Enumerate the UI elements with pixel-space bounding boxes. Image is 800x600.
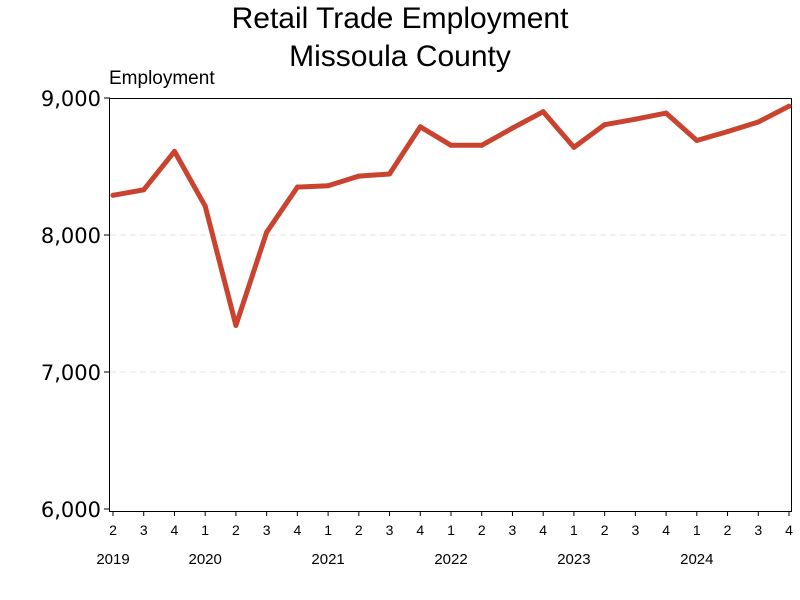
data-point bbox=[325, 183, 331, 189]
data-point bbox=[786, 103, 792, 109]
y-axis-ticks: 6,000 7,000 8,000 9,000 bbox=[41, 87, 110, 522]
data-point bbox=[479, 142, 485, 148]
data-point bbox=[755, 119, 761, 125]
year-label: 2019 bbox=[96, 551, 129, 568]
data-point bbox=[540, 109, 546, 115]
data-point bbox=[571, 144, 577, 150]
data-point bbox=[725, 129, 731, 135]
x-tick-label: 3 bbox=[754, 522, 762, 538]
year-label: 2020 bbox=[188, 551, 221, 568]
plot-frame bbox=[109, 98, 792, 512]
data-point bbox=[294, 184, 300, 190]
x-tick-label: 3 bbox=[263, 522, 271, 538]
x-tick-label: 2 bbox=[478, 522, 486, 538]
data-point bbox=[632, 116, 638, 122]
x-tick-label: 4 bbox=[539, 522, 547, 538]
x-tick-label: 4 bbox=[293, 522, 301, 538]
data-point bbox=[448, 142, 454, 148]
y-tick-label: 9,000 bbox=[41, 87, 101, 111]
data-point bbox=[602, 122, 608, 128]
x-tick-label: 1 bbox=[693, 522, 701, 538]
data-point bbox=[417, 124, 423, 130]
series-line bbox=[110, 103, 792, 328]
data-point bbox=[356, 173, 362, 179]
data-point bbox=[171, 148, 177, 154]
x-tick-label: 1 bbox=[201, 522, 209, 538]
x-tick-label: 3 bbox=[509, 522, 517, 538]
data-point bbox=[141, 187, 147, 193]
x-tick-label: 2 bbox=[724, 522, 732, 538]
x-tick-label: 2 bbox=[109, 522, 117, 538]
series-layer bbox=[110, 103, 792, 328]
year-label: 2022 bbox=[434, 551, 467, 568]
x-tick-label: 1 bbox=[570, 522, 578, 538]
data-point bbox=[663, 110, 669, 116]
y-tick-label: 8,000 bbox=[41, 224, 101, 248]
x-tick-label: 4 bbox=[785, 522, 793, 538]
x-tick-label: 3 bbox=[140, 522, 148, 538]
data-point bbox=[387, 171, 393, 177]
x-axis-ticks: 2 3 4 1 2 3 4 1 2 3 4 1 2 3 4 1 2 3 4 1 2 3 4 2019 2020 2021 2022 2… bbox=[96, 511, 793, 568]
x-tick-label: 3 bbox=[386, 522, 394, 538]
x-tick-label: 3 bbox=[631, 522, 639, 538]
data-point bbox=[233, 322, 239, 328]
chart-title-line2: Missoula County bbox=[289, 40, 511, 73]
year-label: 2021 bbox=[311, 551, 344, 568]
data-point bbox=[694, 137, 700, 143]
y-tick-label: 7,000 bbox=[41, 361, 101, 385]
x-tick-label: 1 bbox=[324, 522, 332, 538]
x-tick-label: 4 bbox=[416, 522, 424, 538]
x-tick-label: 2 bbox=[232, 522, 240, 538]
x-tick-label: 2 bbox=[355, 522, 363, 538]
data-point bbox=[509, 125, 515, 131]
year-label: 2023 bbox=[557, 551, 590, 568]
data-point bbox=[202, 203, 208, 209]
y-tick-label: 6,000 bbox=[41, 498, 101, 522]
x-tick-label: 2 bbox=[601, 522, 609, 538]
y-axis-label: Employment bbox=[109, 68, 215, 89]
grid-lines bbox=[110, 234, 792, 373]
chart-title-line1: Retail Trade Employment bbox=[231, 2, 569, 35]
x-tick-label: 4 bbox=[171, 522, 179, 538]
x-tick-label: 1 bbox=[447, 522, 455, 538]
x-tick-label: 4 bbox=[662, 522, 670, 538]
data-point bbox=[264, 229, 270, 235]
year-label: 2024 bbox=[680, 551, 713, 568]
data-point bbox=[110, 192, 116, 198]
